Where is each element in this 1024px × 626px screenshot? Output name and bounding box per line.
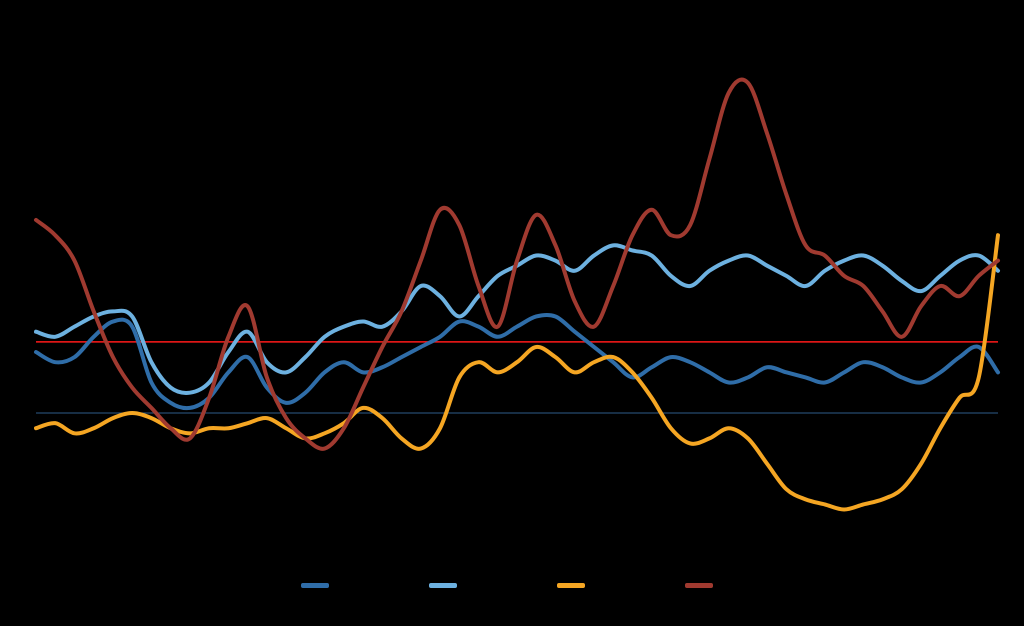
chart-background bbox=[0, 0, 1024, 626]
legend-item-dark_red bbox=[685, 583, 723, 588]
chart-legend bbox=[0, 583, 1024, 588]
legend-item-light_blue bbox=[429, 583, 467, 588]
legend-item-orange bbox=[557, 583, 595, 588]
legend-swatch-light_blue bbox=[429, 583, 457, 588]
legend-swatch-orange bbox=[557, 583, 585, 588]
line-chart bbox=[0, 0, 1024, 626]
legend-swatch-dark_blue bbox=[301, 583, 329, 588]
chart-plot-area bbox=[0, 0, 1024, 626]
legend-swatch-dark_red bbox=[685, 583, 713, 588]
legend-item-dark_blue bbox=[301, 583, 339, 588]
